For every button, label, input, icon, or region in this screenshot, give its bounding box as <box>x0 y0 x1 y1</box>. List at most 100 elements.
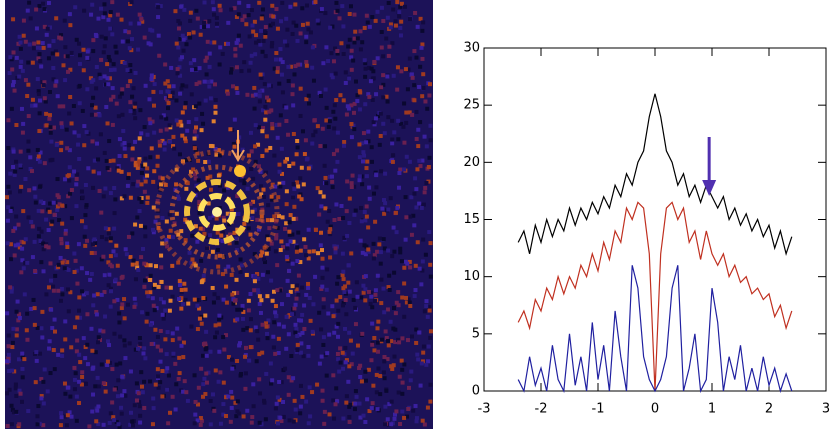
speckle <box>58 298 63 303</box>
speckle <box>93 350 98 355</box>
speckle <box>207 215 212 220</box>
speckle <box>189 67 194 72</box>
ring <box>198 193 236 231</box>
speckle <box>74 394 79 399</box>
speckle <box>362 210 367 215</box>
speckle <box>255 272 260 277</box>
speckle <box>140 246 145 251</box>
speckle <box>77 101 82 106</box>
speckle <box>290 232 295 237</box>
speckle <box>176 376 181 381</box>
speckle <box>213 147 218 152</box>
speckle <box>34 26 39 31</box>
speckle <box>404 300 409 305</box>
speckle <box>325 351 330 356</box>
speckle <box>354 280 359 285</box>
speckle <box>395 65 400 70</box>
speckle <box>73 5 78 10</box>
speckle <box>139 199 144 204</box>
speckle <box>381 286 386 291</box>
speckle <box>77 401 82 406</box>
speckle <box>235 399 240 404</box>
speckle <box>14 309 19 314</box>
speckle <box>334 324 339 329</box>
speckle <box>170 90 175 95</box>
speckle <box>79 219 84 224</box>
speckle <box>59 415 64 420</box>
speckle <box>176 194 181 199</box>
speckle <box>269 381 274 386</box>
speckle <box>412 98 417 103</box>
speckle <box>102 2 107 7</box>
speckle <box>88 76 93 81</box>
speckle <box>284 346 289 351</box>
speckle <box>365 397 370 402</box>
speckle <box>410 112 415 117</box>
speckle <box>371 241 376 246</box>
speckle <box>263 417 268 422</box>
speckle <box>57 35 62 40</box>
speckle <box>201 296 206 301</box>
speckle <box>39 64 44 69</box>
speckle <box>78 315 83 320</box>
speckle <box>404 120 409 125</box>
speckle <box>300 22 305 27</box>
speckle <box>59 33 64 38</box>
speckle <box>275 288 280 293</box>
speckle <box>89 271 94 276</box>
speckle <box>199 128 204 133</box>
speckle <box>14 393 19 398</box>
speckle <box>151 179 156 184</box>
speckle <box>127 341 132 346</box>
speckle <box>331 373 336 378</box>
speckle <box>353 322 358 327</box>
speckle <box>407 159 412 164</box>
speckle <box>296 273 301 278</box>
speckle <box>94 86 99 91</box>
speckle <box>132 304 137 309</box>
speckle <box>201 353 206 358</box>
speckle <box>278 47 283 52</box>
speckle <box>5 311 10 316</box>
speckle <box>320 275 325 280</box>
speckle <box>37 98 42 103</box>
speckle <box>20 258 25 263</box>
speckle <box>183 158 188 163</box>
speckle <box>269 241 274 246</box>
speckle <box>203 347 208 352</box>
y-tick-label: 25 <box>463 98 480 113</box>
speckle <box>217 183 222 188</box>
arrow-head <box>702 180 717 196</box>
speckle <box>281 180 286 185</box>
speckle <box>390 41 395 46</box>
speckle <box>229 7 234 12</box>
speckle <box>416 357 421 362</box>
speckle <box>341 277 346 282</box>
speckle <box>77 83 82 88</box>
speckle <box>90 348 95 353</box>
speckle <box>409 72 414 77</box>
speckle <box>40 41 45 46</box>
speckle <box>56 288 61 293</box>
speckle <box>117 94 122 99</box>
speckle <box>283 226 288 231</box>
speckle <box>47 116 52 121</box>
speckle <box>239 263 244 268</box>
speckle <box>275 26 280 31</box>
speckle <box>149 146 154 151</box>
speckle <box>12 172 17 177</box>
speckle <box>259 184 264 189</box>
speckle <box>349 48 354 53</box>
speckle <box>346 106 351 111</box>
speckle <box>41 379 46 384</box>
speckle <box>77 379 82 384</box>
speckle <box>276 350 281 355</box>
speckle <box>241 414 246 419</box>
x-tick-label: 3 <box>822 402 830 417</box>
speckle <box>310 329 315 334</box>
speckle <box>278 248 283 253</box>
speckle <box>158 175 163 180</box>
speckle <box>253 40 258 45</box>
speckle <box>422 134 427 139</box>
speckle <box>364 140 369 145</box>
